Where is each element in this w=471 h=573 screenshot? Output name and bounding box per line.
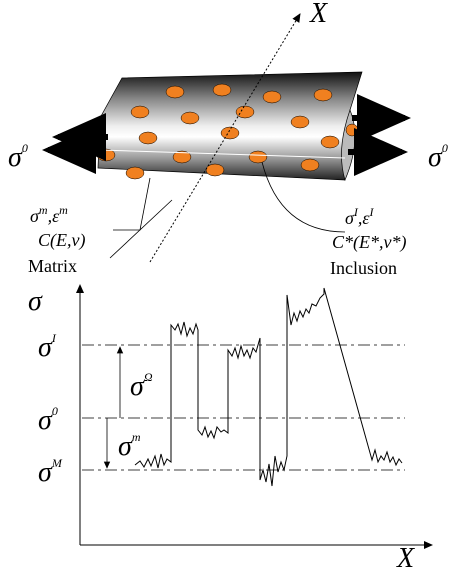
y-label: σ: [28, 286, 43, 317]
text: I: [51, 331, 57, 345]
text: σ: [428, 142, 443, 173]
text: 0: [22, 141, 28, 155]
matrix-stiffness: C(E,ν): [38, 230, 85, 251]
text: I: [368, 205, 374, 219]
inclusion-stiffness: C*(E*,ν*): [332, 232, 406, 253]
matrix-label: Matrix: [28, 256, 77, 276]
signal: [135, 288, 402, 486]
level-label: σM: [38, 456, 63, 488]
text: σ: [38, 405, 53, 436]
diff-label: σm: [118, 430, 141, 462]
text: σ: [130, 371, 145, 402]
text: σ: [38, 457, 53, 488]
stress-label: σ0: [8, 141, 28, 173]
text: M: [51, 456, 63, 470]
level-label: σI: [38, 331, 57, 363]
diff-label: σΩ: [130, 370, 153, 402]
text: Ω: [144, 370, 153, 384]
text: σ: [8, 142, 23, 173]
level-label: σ0: [38, 404, 58, 436]
matrix-fields: σm,εm: [30, 203, 68, 226]
text: 0: [442, 141, 448, 155]
inclusion-fields: σI,εI: [345, 205, 374, 228]
inclusion-label: Inclusion: [330, 258, 397, 278]
x-label: X: [396, 543, 415, 573]
plot-axes: [80, 285, 432, 545]
text: 0: [52, 404, 58, 418]
axis-label: X: [309, 0, 328, 29]
text: m: [59, 203, 68, 217]
diagram: X σ0 σ0 σm,εm C(E,ν) Matrix σI,εI C*(E*,…: [0, 0, 471, 573]
text: m: [39, 203, 48, 217]
text: σ: [118, 431, 133, 462]
text: σ: [38, 332, 53, 363]
text: m: [132, 430, 141, 444]
stress-label: σ0: [428, 141, 448, 173]
fiber: [97, 72, 362, 180]
